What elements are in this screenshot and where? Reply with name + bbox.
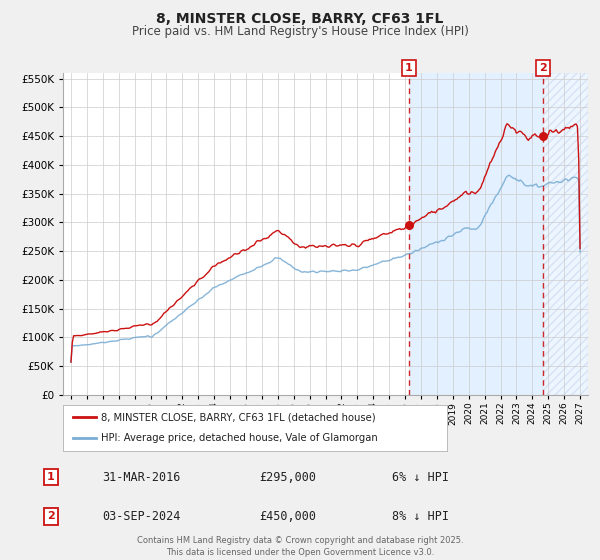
Text: 2: 2 [539, 63, 547, 73]
Text: 03-SEP-2024: 03-SEP-2024 [102, 510, 180, 523]
Point [538, 132, 548, 141]
Text: 1: 1 [47, 472, 55, 482]
Text: 2: 2 [47, 511, 55, 521]
Bar [409, 73, 543, 395]
Text: 1: 1 [405, 63, 413, 73]
Point [404, 221, 414, 230]
Text: £450,000: £450,000 [260, 510, 317, 523]
Text: Price paid vs. HM Land Registry's House Price Index (HPI): Price paid vs. HM Land Registry's House … [131, 25, 469, 38]
Text: 8, MINSTER CLOSE, BARRY, CF63 1FL: 8, MINSTER CLOSE, BARRY, CF63 1FL [157, 12, 443, 26]
Text: 31-MAR-2016: 31-MAR-2016 [102, 470, 180, 484]
Text: 8% ↓ HPI: 8% ↓ HPI [392, 510, 449, 523]
Text: 8, MINSTER CLOSE, BARRY, CF63 1FL (detached house): 8, MINSTER CLOSE, BARRY, CF63 1FL (detac… [101, 412, 376, 422]
Text: £295,000: £295,000 [260, 470, 317, 484]
Text: Contains HM Land Registry data © Crown copyright and database right 2025.
This d: Contains HM Land Registry data © Crown c… [137, 536, 463, 557]
Text: 6% ↓ HPI: 6% ↓ HPI [392, 470, 449, 484]
Bar [543, 73, 588, 395]
Text: HPI: Average price, detached house, Vale of Glamorgan: HPI: Average price, detached house, Vale… [101, 433, 378, 444]
